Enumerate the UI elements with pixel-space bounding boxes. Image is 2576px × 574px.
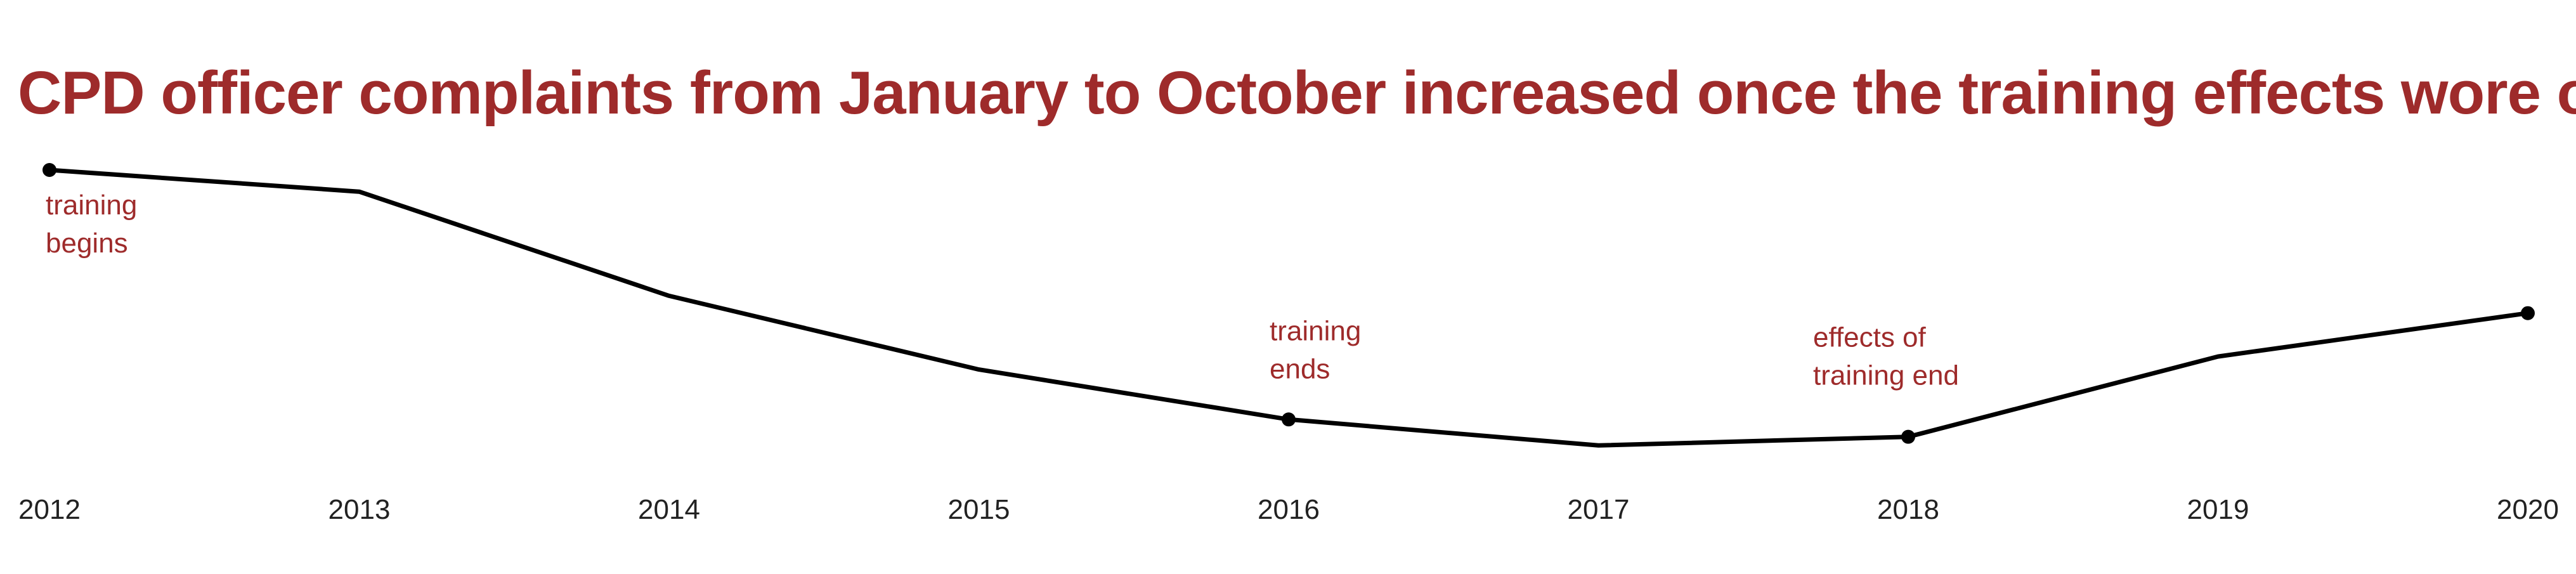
annotation-line: training — [46, 190, 137, 221]
data-point-2016 — [1282, 412, 1296, 427]
chart-title: CPD officer complaints from January to O… — [18, 59, 2576, 127]
annotations: training begins training ends effects of trai… — [46, 190, 1959, 391]
annotation-line: begins — [46, 228, 128, 259]
x-tick-label: 2018 — [1877, 494, 1939, 525]
x-tick-label: 2015 — [948, 494, 1010, 525]
annotation-line: ends — [1270, 353, 1330, 384]
x-tick-label: 2013 — [329, 494, 391, 525]
plot-area — [42, 163, 2535, 448]
x-axis: 2012 2013 2014 2015 2016 2017 2018 2019 2020 — [18, 494, 2559, 525]
x-tick-label: 2014 — [638, 494, 700, 525]
annotation-2012: training begins — [46, 190, 137, 259]
annotation-line: training — [1270, 315, 1361, 346]
x-tick-label: 2016 — [1258, 494, 1320, 525]
annotation-2016: training ends — [1270, 315, 1361, 384]
annotation-2018: effects of training end — [1813, 322, 1959, 391]
data-point-2012 — [42, 163, 56, 177]
data-point-2020 — [2521, 306, 2535, 320]
series-line — [47, 167, 2530, 448]
data-point-2018 — [1901, 429, 1915, 444]
annotation-line: training end — [1813, 360, 1959, 391]
x-tick-label: 2012 — [18, 494, 81, 525]
annotation-line: effects of — [1813, 322, 1927, 353]
x-tick-label: 2019 — [2187, 494, 2249, 525]
x-tick-label: 2020 — [2497, 494, 2559, 525]
x-tick-label: 2017 — [1568, 494, 1630, 525]
